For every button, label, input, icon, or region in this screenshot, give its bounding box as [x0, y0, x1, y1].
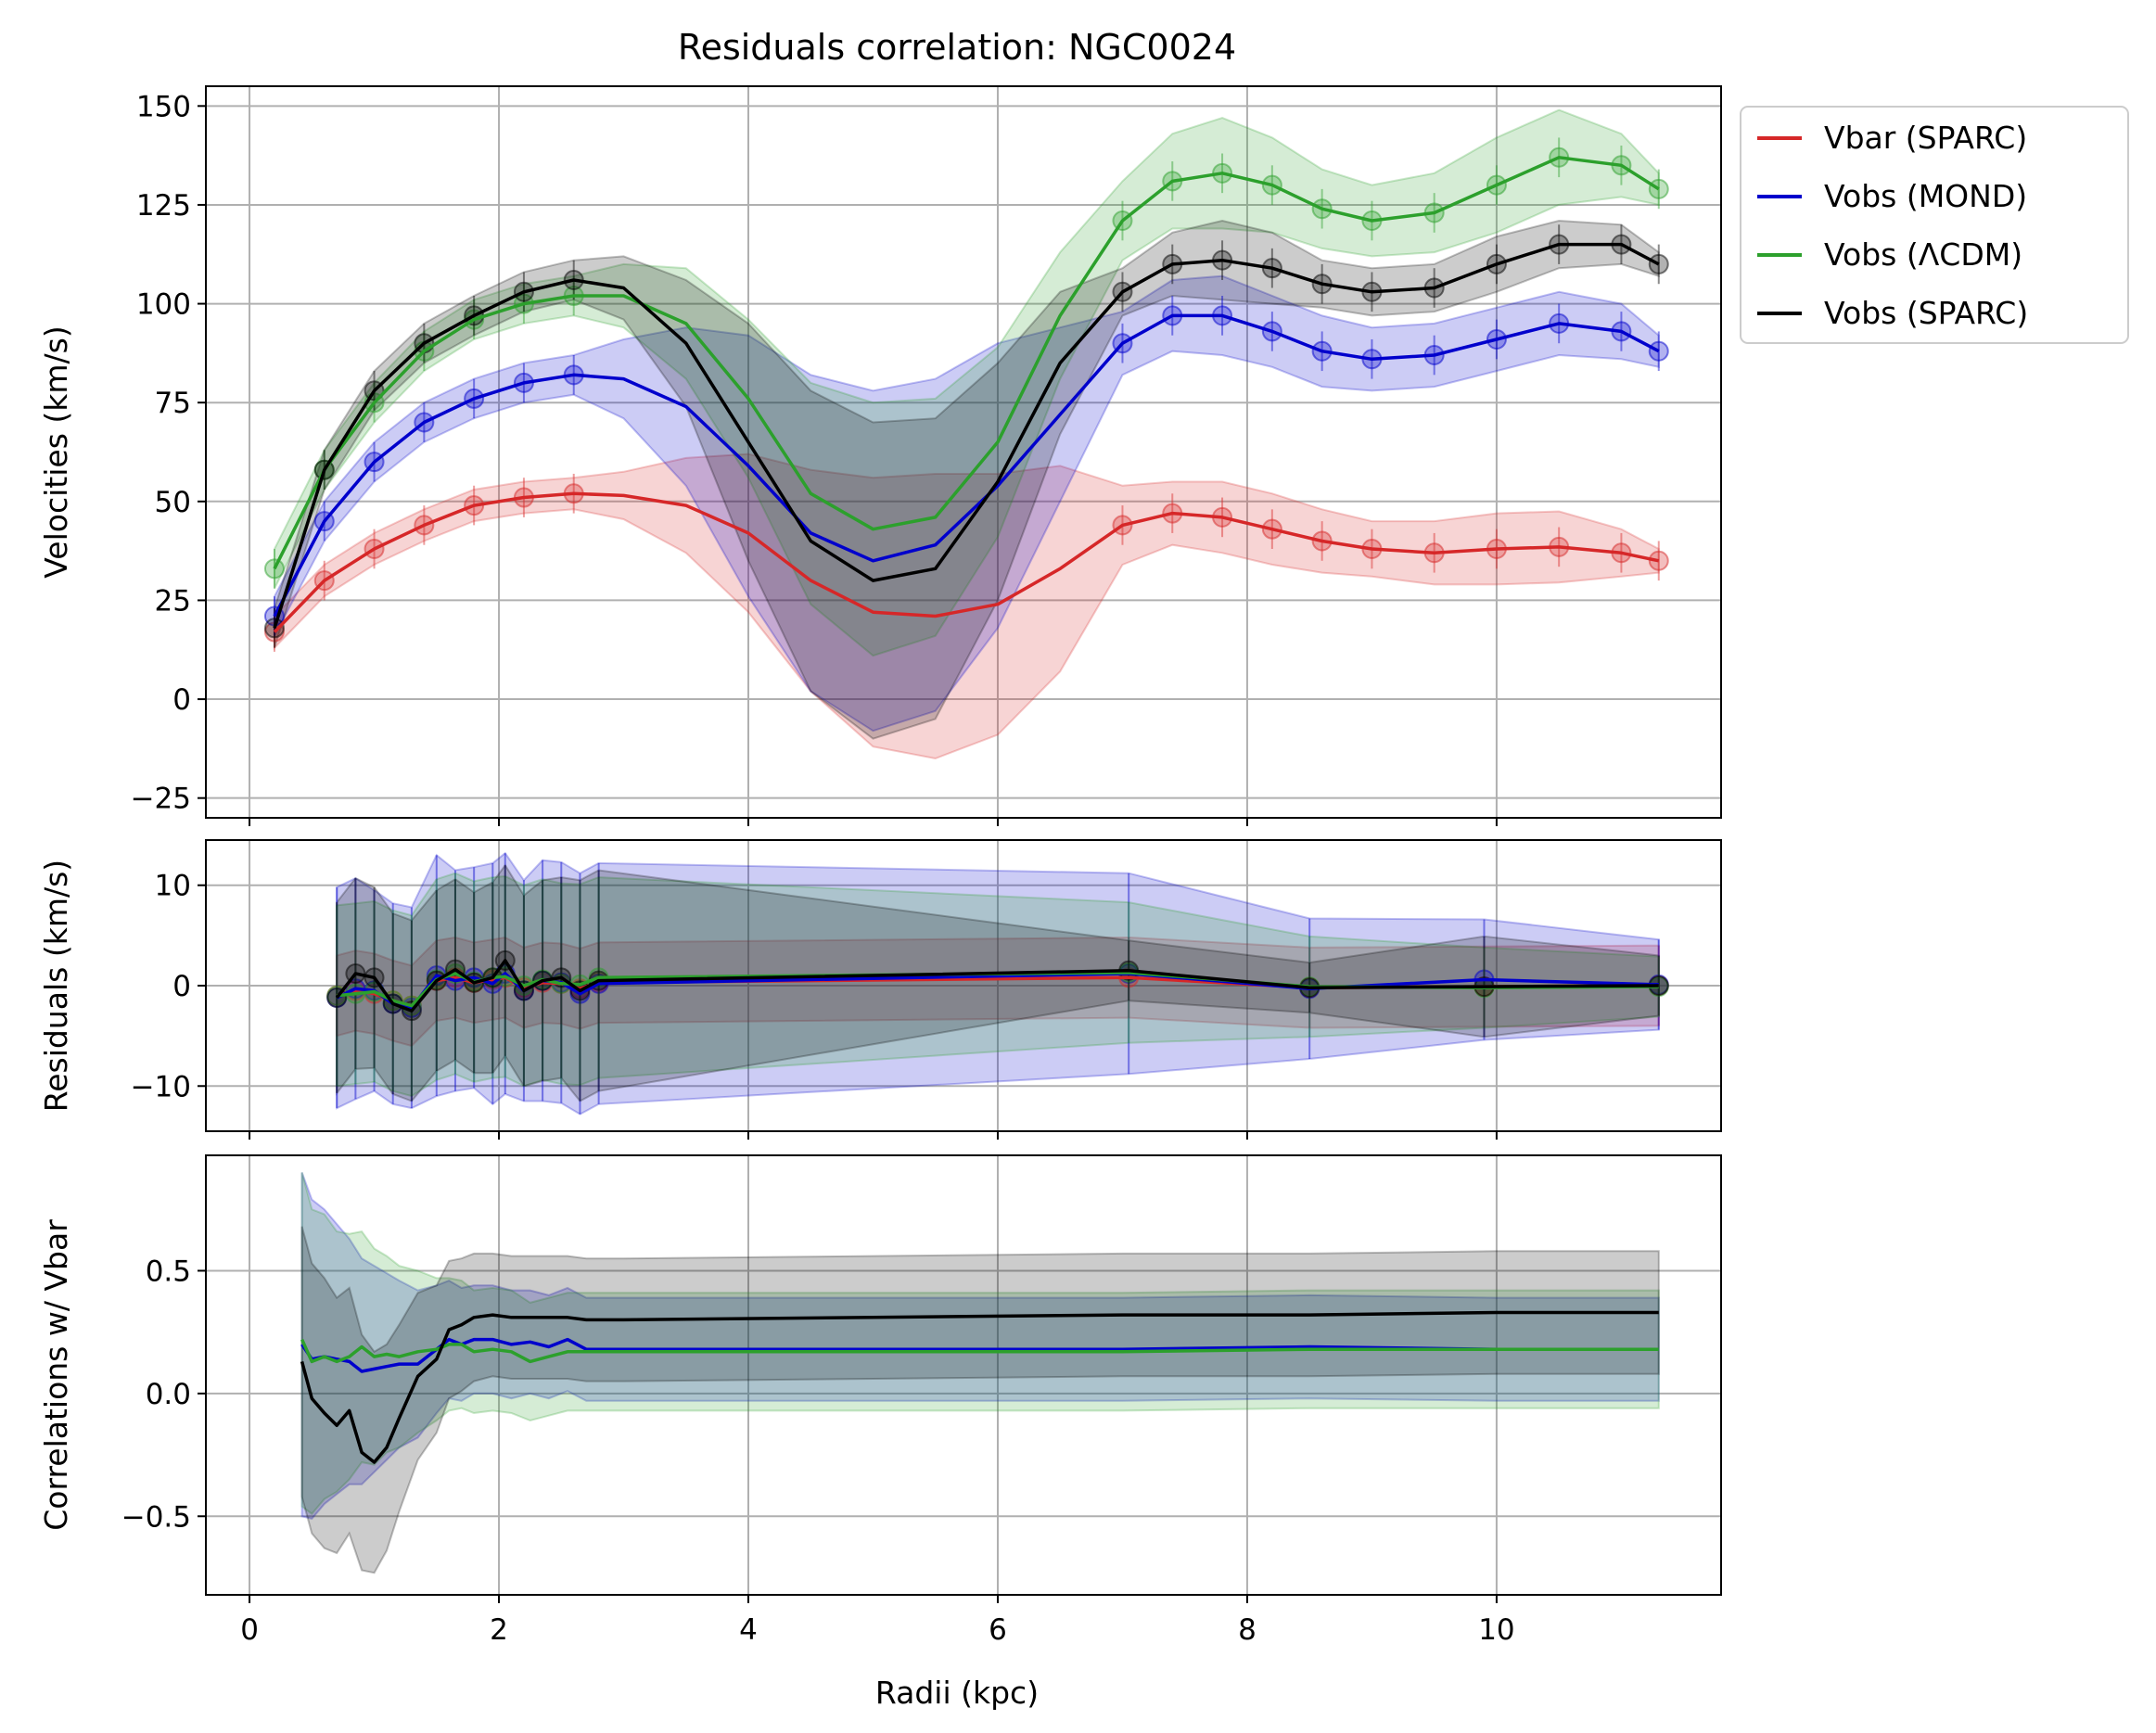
legend-label: Vobs (SPARC) [1824, 295, 2028, 331]
y-tick-label: 125 [136, 189, 191, 223]
x-tick-label: 6 [989, 1613, 1007, 1647]
y-tick-label: 25 [155, 584, 191, 618]
band-correlations-Vobs (SPARC) [300, 1226, 1660, 1574]
panel-residuals: −10 0 10 Residuals (km/s) [38, 839, 1722, 1140]
y-tick-label: 100 [136, 288, 191, 322]
band-velocities-Vbar (SPARC) [274, 452, 1660, 760]
plot-area-velocities [263, 108, 1669, 760]
series-line-residuals-Vobs (ΛCDM) [337, 971, 1659, 1008]
series-line-velocities-Vbar (SPARC) [273, 491, 1660, 633]
data-point [263, 558, 285, 580]
x-tick-label: 8 [1238, 1613, 1257, 1647]
y-axis-label-residuals: Residuals (km/s) [38, 860, 74, 1112]
band-residuals-Vobs (MOND) [336, 851, 1660, 1115]
y-tick-label: 10 [155, 870, 191, 903]
y-tick-label: 0.5 [146, 1255, 191, 1288]
legend-label: Vobs (ΛCDM) [1824, 236, 2022, 273]
y-tick-label: −0.5 [121, 1500, 191, 1534]
y-tick-label: 0.0 [146, 1378, 191, 1411]
y-tick-label: 0 [172, 683, 191, 717]
panel-correlations: −0.5 0.0 0.5 Correlations w/ Vbar [38, 1154, 1722, 1603]
plot-area-residuals [326, 851, 1669, 1115]
legend-box [1740, 106, 2129, 344]
plot-area-correlations [300, 1172, 1660, 1574]
x-tick-label: 0 [240, 1613, 259, 1647]
y-axis-label-correlations: Correlations w/ Vbar [38, 1219, 74, 1531]
y-tick-label: −10 [131, 1070, 191, 1103]
legend-label: Vobs (MOND) [1824, 178, 2027, 214]
band-velocities-Vobs (MOND) [274, 274, 1660, 733]
y-axis-label-velocities: Velocities (km/s) [38, 325, 74, 578]
series-line-correlations-Vobs (ΛCDM) [300, 1338, 1659, 1364]
series-line-velocities-Vobs (MOND) [273, 313, 1660, 618]
series-line-correlations-Vobs (MOND) [300, 1337, 1659, 1373]
series-line-velocities-Vobs (ΛCDM) [273, 156, 1660, 570]
y-tick-label: 50 [155, 486, 191, 519]
band-correlations-Vobs (MOND) [300, 1172, 1660, 1521]
band-residuals-Vobs (SPARC) [336, 863, 1660, 1102]
series-line-velocities-Vobs (SPARC) [273, 242, 1660, 629]
series-line-residuals-Vobs (SPARC) [335, 959, 1659, 1013]
legend-label: Vbar (SPARC) [1824, 120, 2027, 156]
y-tick-label: 0 [172, 970, 191, 1003]
band-correlations-Vobs (ΛCDM) [300, 1172, 1660, 1515]
band-residuals-Vbar (SPARC) [336, 936, 1660, 1048]
band-velocities-Vobs (ΛCDM) [274, 108, 1660, 657]
x-axis-label: Radii (kpc) [875, 1675, 1039, 1711]
y-tick-label: 150 [136, 90, 191, 123]
x-tick-label: 10 [1478, 1613, 1514, 1647]
x-tick-label: 4 [739, 1613, 758, 1647]
chart-title: Residuals correlation: NGC0024 [678, 27, 1236, 68]
y-tick-label: 75 [155, 387, 191, 420]
band-residuals-Vobs (ΛCDM) [336, 872, 1660, 1098]
series-line-correlations-Vobs (SPARC) [300, 1310, 1659, 1464]
axes-frame-velocities [205, 85, 1722, 819]
panel-velocities: −25 0 25 50 75 100 125 150 Velocities (km/s) [38, 85, 1722, 826]
legend: Vbar (SPARC) Vobs (MOND) Vobs (ΛCDM) Vobs (… [1740, 106, 2129, 344]
x-tick-label: 2 [490, 1613, 508, 1647]
y-tick-label: −25 [131, 783, 191, 816]
axes-frame-correlations [205, 1154, 1722, 1596]
